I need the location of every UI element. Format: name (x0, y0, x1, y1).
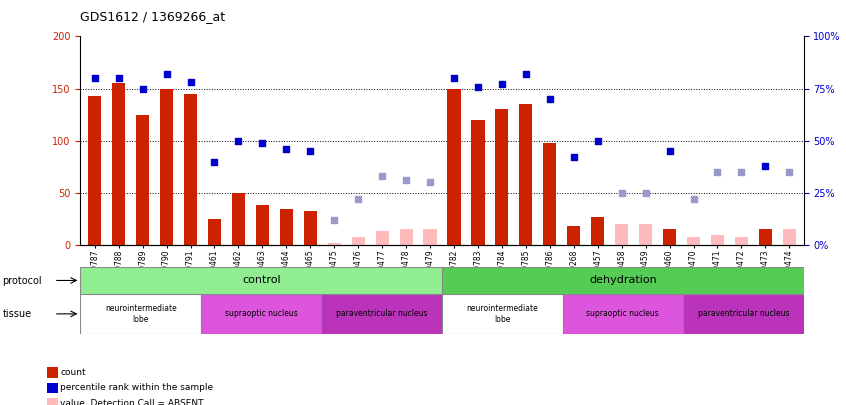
Text: supraoptic nucleus: supraoptic nucleus (225, 309, 298, 318)
Bar (759, 229, 772, 245)
Point (88, 75, 102, 81)
Point (351, 196, 365, 202)
Text: count: count (60, 368, 85, 377)
Bar (442, 294, 563, 334)
Bar (495, 109, 508, 245)
Point (136, 85, 150, 92)
Point (279, 146, 293, 152)
Bar (711, 234, 724, 245)
Point (471, 83, 485, 90)
Bar (113, 83, 125, 245)
Point (327, 217, 341, 223)
Bar (735, 237, 748, 245)
Point (423, 179, 437, 185)
Point (448, 75, 461, 81)
Bar (255, 205, 269, 245)
Bar (321, 294, 442, 334)
Point (112, 75, 125, 81)
Text: paraventricular nucleus: paraventricular nucleus (698, 309, 789, 318)
Text: protocol: protocol (3, 276, 42, 286)
Point (519, 71, 533, 77)
Bar (519, 104, 532, 245)
Bar (687, 237, 700, 245)
Point (615, 190, 629, 196)
Bar (304, 211, 317, 245)
Bar (663, 229, 676, 245)
Bar (376, 232, 389, 245)
Bar (448, 89, 460, 245)
Point (662, 148, 676, 154)
Bar (543, 143, 557, 245)
Bar (615, 224, 629, 245)
Text: tissue: tissue (3, 309, 31, 319)
Point (543, 96, 557, 102)
Point (567, 154, 580, 161)
Bar (80, 294, 201, 334)
Point (711, 169, 724, 175)
Bar (136, 115, 149, 245)
Text: neurointermediate
lobe: neurointermediate lobe (105, 304, 177, 324)
Point (687, 196, 700, 202)
Point (304, 148, 317, 154)
Point (184, 79, 197, 85)
Bar (399, 229, 413, 245)
Point (232, 138, 245, 144)
Point (208, 158, 222, 165)
Bar (88, 96, 102, 245)
Bar (327, 243, 341, 245)
Bar (563, 294, 683, 334)
Bar (184, 94, 197, 245)
Text: control: control (242, 275, 281, 286)
Text: paraventricular nucleus: paraventricular nucleus (336, 309, 427, 318)
Bar (208, 219, 221, 245)
Point (495, 81, 508, 87)
Bar (639, 224, 652, 245)
Text: value, Detection Call = ABSENT: value, Detection Call = ABSENT (60, 399, 204, 405)
Bar (232, 193, 245, 245)
Text: dehydration: dehydration (589, 275, 656, 286)
Bar (567, 226, 580, 245)
Bar (683, 294, 804, 334)
Bar (591, 217, 604, 245)
Point (376, 173, 389, 179)
Point (399, 177, 413, 183)
Point (734, 169, 748, 175)
Bar (280, 209, 293, 245)
Text: GDS1612 / 1369266_at: GDS1612 / 1369266_at (80, 10, 226, 23)
Bar (471, 120, 485, 245)
Point (255, 140, 269, 146)
Bar (352, 237, 365, 245)
Bar (783, 229, 796, 245)
Text: percentile rank within the sample: percentile rank within the sample (60, 384, 213, 392)
Text: supraoptic nucleus: supraoptic nucleus (586, 309, 659, 318)
Bar (201, 294, 321, 334)
Point (639, 190, 652, 196)
Text: neurointermediate
lobe: neurointermediate lobe (466, 304, 538, 324)
Point (783, 169, 796, 175)
Bar (424, 229, 437, 245)
Bar (442, 267, 804, 294)
Point (591, 138, 605, 144)
Point (759, 162, 772, 169)
Point (160, 71, 173, 77)
Bar (80, 267, 442, 294)
Bar (160, 89, 173, 245)
